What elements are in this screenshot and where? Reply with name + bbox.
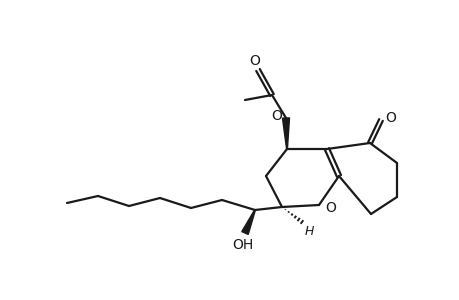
Text: O: O <box>325 201 335 215</box>
Text: H: H <box>304 225 313 238</box>
Polygon shape <box>282 118 289 149</box>
Polygon shape <box>241 210 255 234</box>
Text: O: O <box>384 111 395 125</box>
Text: O: O <box>249 54 260 68</box>
Text: O: O <box>270 109 281 123</box>
Text: OH: OH <box>232 238 253 252</box>
